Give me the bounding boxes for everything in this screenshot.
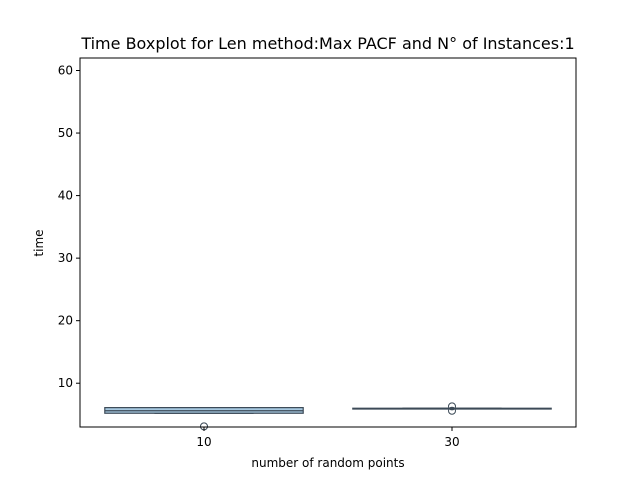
plot-frame <box>79 57 577 428</box>
y-axis: 10 20 30 40 50 60 <box>58 64 80 390</box>
y-tick-label: 30 <box>58 251 73 265</box>
y-axis-label: time <box>32 229 46 256</box>
y-tick-label: 10 <box>58 376 73 390</box>
y-tick-label: 50 <box>58 126 73 140</box>
plot-area <box>104 402 552 431</box>
outlier-point <box>448 402 456 411</box>
x-axis: 10 30 <box>196 427 460 449</box>
y-tick-label: 60 <box>58 64 73 78</box>
y-tick-label: 20 <box>58 314 73 328</box>
x-tick-label: 10 <box>196 435 211 449</box>
box-group-30 <box>352 402 552 415</box>
outlier-point <box>448 406 456 415</box>
x-axis-label: number of random points <box>251 456 404 470</box>
chart-title: Time Boxplot for Len method:Max PACF and… <box>80 34 574 53</box>
box-group-10 <box>104 407 304 431</box>
y-tick-label: 40 <box>58 189 73 203</box>
x-tick-label: 30 <box>444 435 459 449</box>
